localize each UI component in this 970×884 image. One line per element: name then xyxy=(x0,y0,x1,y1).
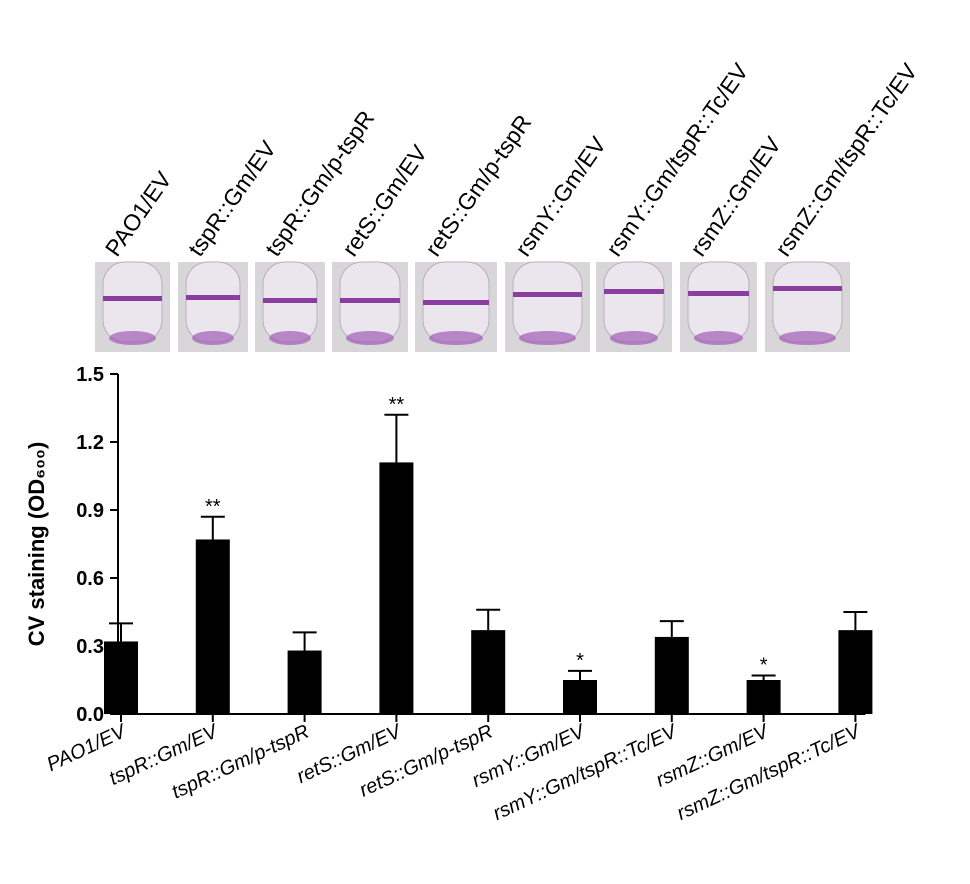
tube xyxy=(687,261,750,343)
photo-label: rsmY::Gm/tspR::Tc/EV xyxy=(601,58,754,261)
tube xyxy=(772,261,843,343)
stain-ring xyxy=(263,298,317,303)
y-tick-label: 0.3 xyxy=(76,636,104,658)
tube xyxy=(603,261,665,343)
y-tick-label: 0.0 xyxy=(76,704,104,726)
photo-label: rsmZ::Gm/EV xyxy=(685,131,787,261)
stain-bottom xyxy=(519,331,576,345)
y-tick-label: 1.2 xyxy=(76,432,104,454)
tube xyxy=(102,261,163,343)
y-tick-label: 0.6 xyxy=(76,568,104,590)
bar xyxy=(195,539,230,714)
stain-bottom xyxy=(192,331,234,345)
stain-bottom xyxy=(610,331,658,345)
significance-label: * xyxy=(576,650,584,672)
significance-label: ** xyxy=(205,496,221,518)
stain-bottom xyxy=(269,331,311,345)
stain-bottom xyxy=(694,331,743,345)
stain-bottom xyxy=(109,331,156,345)
bar xyxy=(104,641,138,714)
stain-ring xyxy=(773,286,842,291)
significance-label: * xyxy=(760,654,768,676)
bar xyxy=(287,650,322,714)
stain-ring xyxy=(103,296,162,301)
stain-ring xyxy=(604,289,664,294)
stain-bottom xyxy=(346,331,394,345)
photo-label: rsmZ::Gm/tspR::Tc/EV xyxy=(770,58,923,261)
stain-bottom xyxy=(429,331,483,345)
y-tick-label: 0.9 xyxy=(76,500,104,522)
bar xyxy=(746,680,781,714)
bar xyxy=(654,636,689,714)
bar xyxy=(379,462,414,714)
tube xyxy=(512,261,583,343)
stain-bottom xyxy=(779,331,836,345)
bar xyxy=(563,680,597,714)
photo-label: PAO1/EV xyxy=(100,166,177,261)
stain-ring xyxy=(340,298,400,303)
stain-ring xyxy=(186,295,240,300)
tube xyxy=(185,261,241,343)
significance-label: ** xyxy=(389,394,405,416)
stain-ring xyxy=(513,292,582,297)
stain-ring xyxy=(688,291,749,296)
bar xyxy=(471,630,506,714)
tube-photos: PAO1/EV tspR::Gm/EVtspR::Gm/p-tspRretS::G… xyxy=(95,58,923,352)
stain-ring xyxy=(423,300,489,305)
y-tick-label: 1.5 xyxy=(76,364,104,386)
y-axis-label: CV staining (OD₆₀₀) xyxy=(24,442,49,647)
bar xyxy=(838,630,873,714)
photo-label: rsmY::Gm/EV xyxy=(510,131,612,261)
